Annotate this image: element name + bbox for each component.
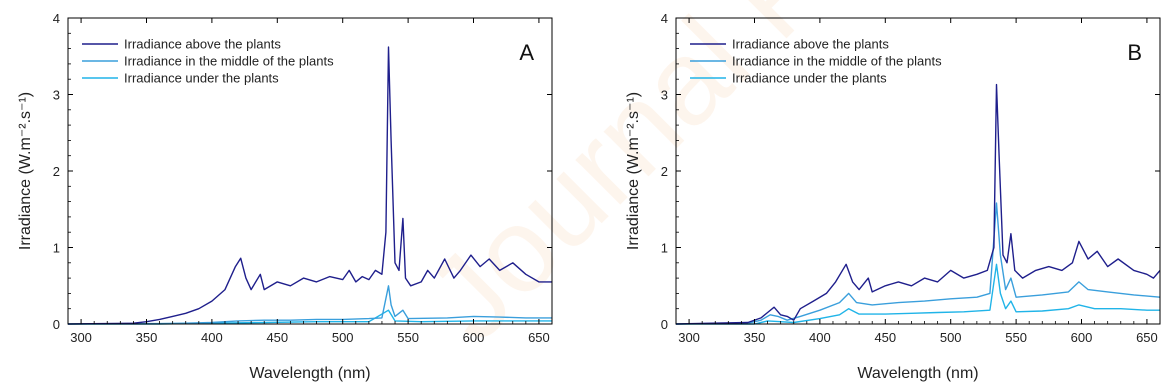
x-tick-label: 650 [528, 330, 550, 345]
x-tick-label: 550 [1005, 330, 1027, 345]
y-tick-label: 2 [53, 164, 60, 179]
x-tick-label: 600 [1071, 330, 1093, 345]
y-axis-label: Irradiance (W.m⁻².s⁻¹) [17, 92, 34, 250]
y-tick-label: 2 [661, 164, 668, 179]
panel-letter: B [1127, 40, 1142, 65]
x-tick-label: 350 [136, 330, 158, 345]
y-tick-label: 4 [53, 11, 60, 26]
x-tick-label: 450 [266, 330, 288, 345]
legend-label-2: Irradiance in the middle of the plants [124, 54, 334, 69]
chart-panel-b: 300 350 400 450 500 550 600 650 0 1 2 3 4 Wavelength … [625, 11, 1161, 382]
x-tick-label: 350 [744, 330, 766, 345]
y-tick-label: 4 [661, 11, 668, 26]
x-tick-label: 400 [809, 330, 831, 345]
y-tick-label: 3 [661, 88, 668, 103]
legend-label-3: Irradiance under the plants [124, 71, 279, 86]
x-tick-label: 300 [70, 330, 92, 345]
x-tick-label: 400 [201, 330, 223, 345]
y-tick-label: 1 [53, 241, 60, 256]
x-tick-label: 600 [463, 330, 485, 345]
y-axis-label: Irradiance (W.m⁻².s⁻¹) [625, 92, 642, 250]
y-tick-label: 0 [661, 317, 668, 332]
series-line-2 [67, 285, 552, 325]
legend-label-2: Irradiance in the middle of the plants [732, 54, 942, 69]
x-tick-label: 500 [940, 330, 962, 345]
series-line-1 [675, 83, 1161, 325]
series-line-3 [676, 263, 1160, 325]
y-tick-label: 3 [53, 88, 60, 103]
x-axis-label: Wavelength (nm) [857, 365, 978, 382]
x-tick-label: 300 [678, 330, 700, 345]
y-tick-label: 0 [53, 317, 60, 332]
x-tick-label: 450 [874, 330, 896, 345]
chart-panel-a: 300 350 400 450 500 550 600 650 0 1 2 3 4 Wavelength … [17, 11, 553, 382]
series-line-1 [67, 46, 552, 325]
series-line-2 [675, 202, 1161, 325]
panel-letter: A [519, 40, 534, 65]
x-tick-label: 550 [397, 330, 419, 345]
y-tick-label: 1 [661, 241, 668, 256]
x-axis-label: Wavelength (nm) [249, 365, 370, 382]
legend-label-3: Irradiance under the plants [732, 71, 887, 86]
x-tick-label: 500 [332, 330, 354, 345]
legend-label-1: Irradiance above the plants [732, 37, 889, 52]
x-tick-label: 650 [1136, 330, 1158, 345]
legend-label-1: Irradiance above the plants [124, 37, 281, 52]
